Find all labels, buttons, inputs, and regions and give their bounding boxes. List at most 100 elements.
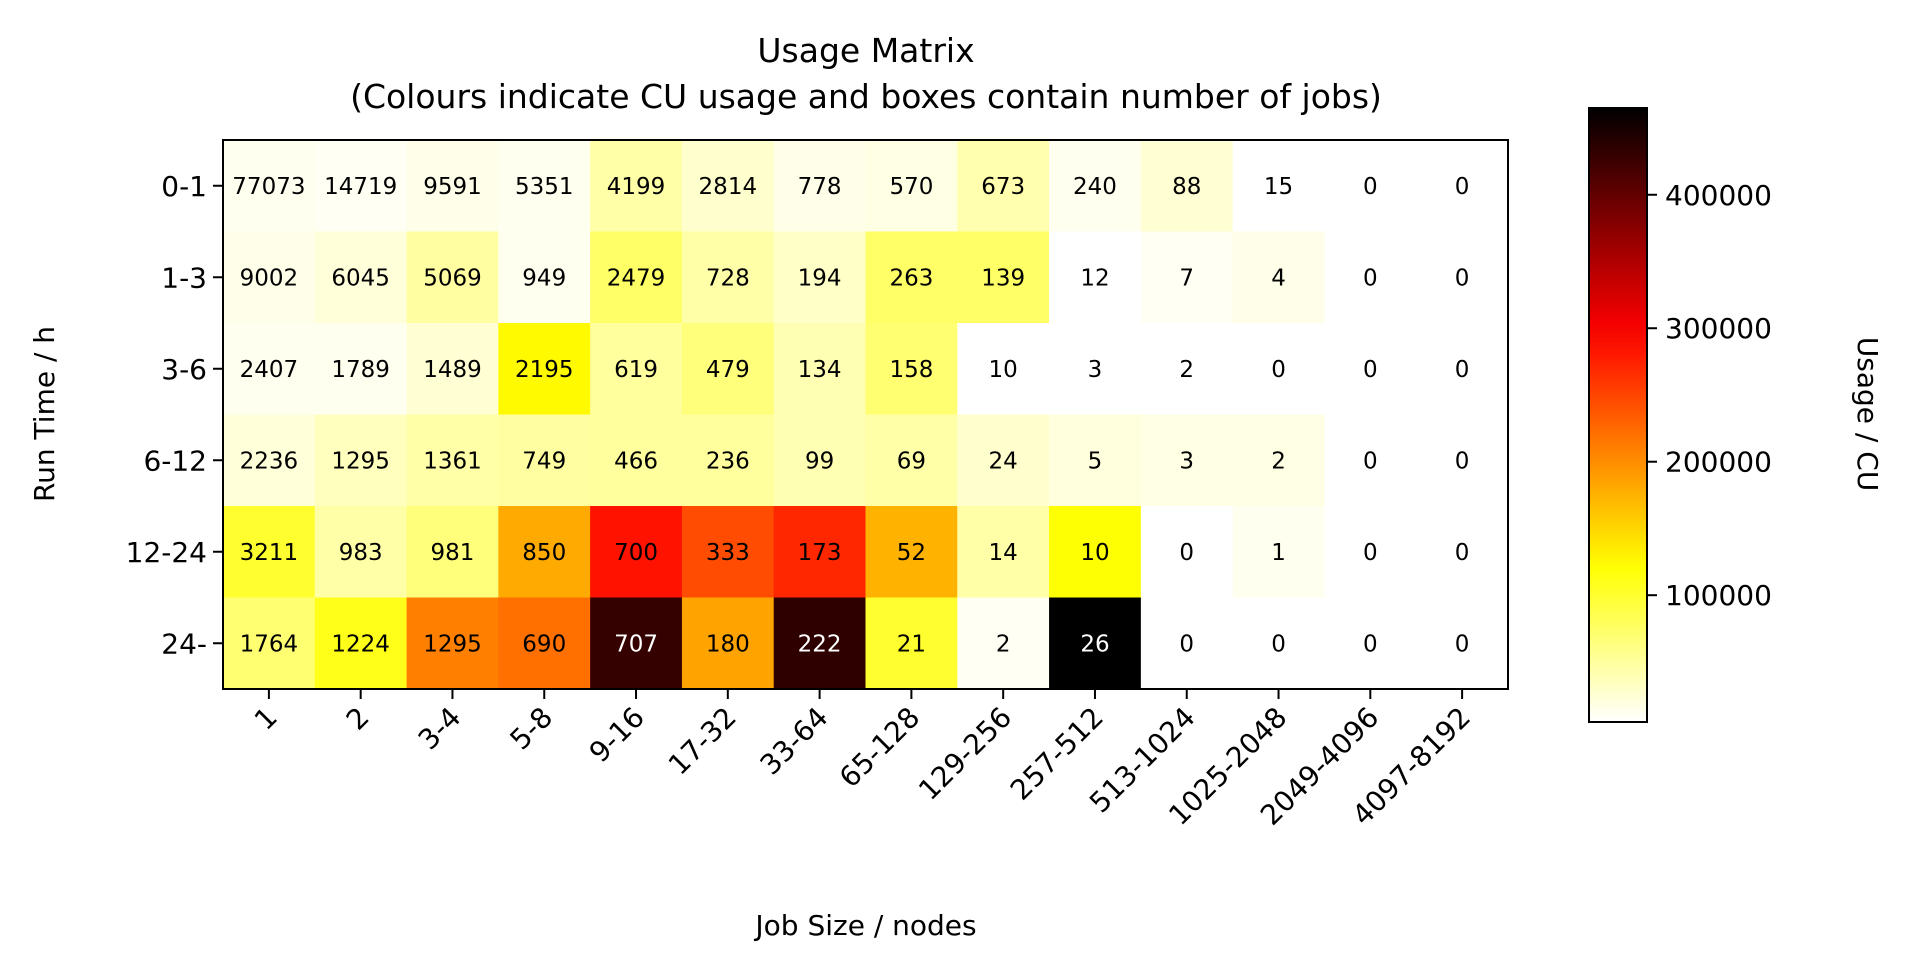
heatmap-cell xyxy=(957,231,1050,324)
cell-job-count: 0 xyxy=(1455,357,1470,383)
cell-job-count: 728 xyxy=(706,265,750,291)
cell-job-count: 222 xyxy=(798,631,842,657)
heatmap-cell xyxy=(681,323,775,416)
cell-job-count: 1295 xyxy=(423,631,482,657)
cell-job-count: 14719 xyxy=(324,174,397,200)
heatmap-cell xyxy=(314,140,408,233)
colorbar-tick-label: 100000 xyxy=(1665,579,1772,612)
heatmap-cell xyxy=(957,323,1050,416)
cell-job-count: 173 xyxy=(798,540,842,566)
cell-job-count: 5069 xyxy=(423,265,482,291)
x-tick-label: 2 xyxy=(340,701,376,737)
cell-job-count: 3 xyxy=(1179,448,1194,474)
heatmap-cell xyxy=(773,231,867,324)
heatmap-cell xyxy=(406,414,499,507)
heatmap-cell xyxy=(406,323,499,416)
cell-job-count: 180 xyxy=(706,631,750,657)
heatmap-cell xyxy=(1416,231,1509,324)
cell-job-count: 707 xyxy=(614,631,658,657)
cell-job-count: 479 xyxy=(706,357,750,383)
cell-job-count: 26 xyxy=(1080,631,1109,657)
cell-job-count: 570 xyxy=(889,174,933,200)
y-axis-label: Run Time / h xyxy=(28,326,61,502)
heatmap-cell xyxy=(865,506,958,599)
x-axis-ticks: 1 2 3-4 5-8 9-16 17-32 33-6465-128129-256257-5… xyxy=(248,689,1477,832)
heatmap-cell xyxy=(223,597,316,690)
heatmap-cells xyxy=(223,140,1509,690)
cell-job-count: 3211 xyxy=(240,540,299,566)
cell-job-count: 6045 xyxy=(331,265,390,291)
heatmap-cell xyxy=(1232,597,1326,690)
heatmap-cell xyxy=(865,140,958,233)
cell-job-count: 949 xyxy=(522,265,566,291)
x-tick-label: 5-8 xyxy=(504,701,560,757)
heatmap-cell xyxy=(223,231,316,324)
heatmap-cell xyxy=(314,323,408,416)
cell-job-count: 778 xyxy=(798,174,842,200)
cell-job-count: 4 xyxy=(1271,265,1286,291)
heatmap-cell xyxy=(865,597,958,690)
cell-job-count: 2 xyxy=(996,631,1011,657)
cell-job-count: 69 xyxy=(897,448,926,474)
cell-job-count: 0 xyxy=(1363,174,1378,200)
heatmap-cell xyxy=(1416,323,1509,416)
cell-job-count: 194 xyxy=(798,265,842,291)
heatmap-cell xyxy=(1049,231,1142,324)
y-tick-label: 12-24 xyxy=(126,536,207,569)
heatmap-cell xyxy=(1416,414,1509,507)
heatmap-cell xyxy=(1324,140,1417,233)
x-axis-label: Job Size / nodes xyxy=(753,909,976,942)
x-tick-label: 3-4 xyxy=(412,701,468,757)
heatmap-cell xyxy=(498,506,591,599)
heatmap-cell xyxy=(314,414,408,507)
heatmap-cell xyxy=(590,140,683,233)
cell-job-count: 12 xyxy=(1080,265,1109,291)
x-tick-label: 9-16 xyxy=(583,701,651,769)
y-tick-label: 6-12 xyxy=(143,444,207,477)
cell-job-count: 15 xyxy=(1264,174,1293,200)
heatmap-cell xyxy=(590,597,683,690)
heatmap-cell xyxy=(1140,414,1234,507)
heatmap-cell xyxy=(590,323,683,416)
heatmap-cell xyxy=(498,140,591,233)
heatmap-cell xyxy=(773,506,867,599)
cell-job-count: 1764 xyxy=(240,631,299,657)
heatmap-cell xyxy=(1049,323,1142,416)
heatmap-cell xyxy=(314,231,408,324)
heatmap-cell xyxy=(314,506,408,599)
heatmap-cell xyxy=(1049,140,1142,233)
heatmap-cell xyxy=(1232,414,1326,507)
cell-job-count: 10 xyxy=(989,357,1018,383)
cell-job-count: 2 xyxy=(1271,448,1286,474)
y-tick-label: 24- xyxy=(161,627,207,660)
colorbar-tick-label: 200000 xyxy=(1665,446,1772,479)
heatmap-cell xyxy=(1232,323,1326,416)
heatmap-cell xyxy=(681,506,775,599)
cell-job-count: 1295 xyxy=(331,448,390,474)
heatmap-cell xyxy=(1140,231,1234,324)
cell-job-count: 134 xyxy=(798,357,842,383)
plot-frame xyxy=(222,139,1509,690)
cell-job-count: 333 xyxy=(706,540,750,566)
heatmap-cell xyxy=(406,506,499,599)
heatmap-cell xyxy=(498,323,591,416)
cell-job-count: 10 xyxy=(1080,540,1109,566)
cell-job-count: 240 xyxy=(1073,174,1117,200)
y-tick-label: 0-1 xyxy=(161,170,207,203)
colorbar xyxy=(1588,107,1648,723)
cell-job-count: 3 xyxy=(1088,357,1103,383)
heatmap-cell xyxy=(223,414,316,507)
heatmap-cell xyxy=(1324,506,1417,599)
cell-job-count: 139 xyxy=(981,265,1025,291)
cell-job-count: 1 xyxy=(1271,540,1286,566)
cell-job-count: 0 xyxy=(1363,357,1378,383)
cell-job-count: 2236 xyxy=(240,448,299,474)
cell-job-count: 1224 xyxy=(331,631,390,657)
heatmap-cell xyxy=(223,506,316,599)
heatmap-cell xyxy=(957,414,1050,507)
chart-subtitle: (Colours indicate CU usage and boxes con… xyxy=(350,77,1382,116)
y-tick-label: 1-3 xyxy=(161,261,207,294)
cell-job-count: 0 xyxy=(1455,631,1470,657)
x-tick-label: 1 xyxy=(248,701,284,737)
